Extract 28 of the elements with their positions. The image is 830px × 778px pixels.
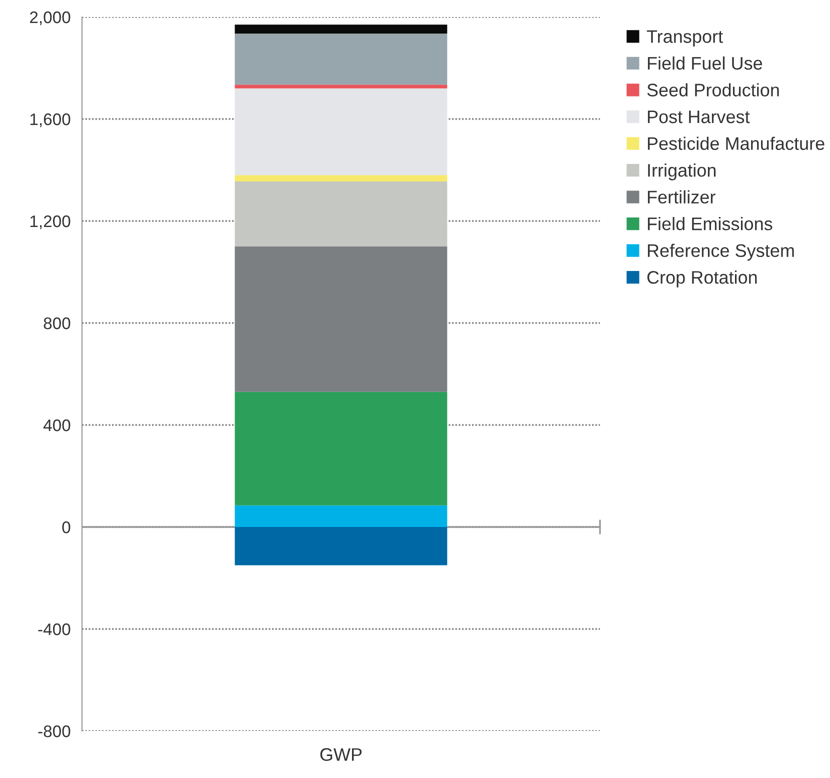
legend-label: Field Emissions (648, 217, 772, 230)
legend-label: Pesticide Manufacture (648, 136, 824, 150)
bar (234, 88, 448, 176)
y-tick-label: -400 (38, 623, 70, 636)
bar (234, 181, 448, 246)
bar (234, 392, 448, 506)
y-tick-label: -800 (38, 725, 70, 738)
bar (234, 175, 448, 182)
legend-label: Transport (646, 30, 723, 47)
bar (234, 505, 448, 527)
y-tick-label: 400 (43, 419, 70, 432)
y-tick-label: 1,600 (30, 113, 70, 128)
bar (234, 24, 448, 34)
legend-label: Reference System (648, 244, 794, 261)
legend-label: Fertilizer (648, 190, 716, 204)
bar (234, 84, 448, 88)
legend-label: Post Harvest (648, 110, 750, 124)
bar (234, 34, 448, 85)
bar (234, 527, 448, 566)
y-tick-label: 800 (44, 317, 70, 330)
y-tick-label: 1,200 (30, 215, 70, 230)
legend-label: Crop Rotation (647, 270, 757, 288)
x-tick-label: GWP (320, 748, 362, 761)
legend-label: Field Fuel Use (648, 56, 762, 70)
legend-label: Irrigation (648, 163, 716, 180)
y-tick-label: 2,000 (30, 11, 70, 26)
y-tick-label: 0 (62, 521, 70, 534)
legend-label: Seed Production (647, 83, 779, 96)
